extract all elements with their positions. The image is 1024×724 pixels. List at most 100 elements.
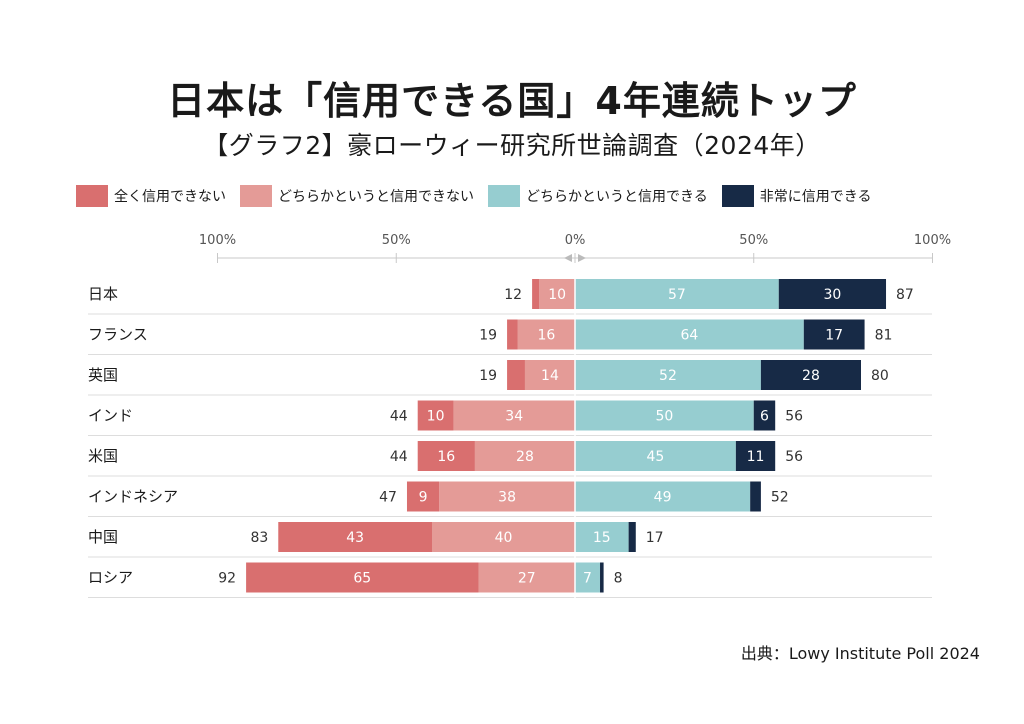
data-label: 45 [647,449,665,465]
bar-not-at-all [507,319,518,350]
negative-total-label: 44 [390,449,408,465]
bar-not-very [539,279,575,309]
bar-not-at-all [246,562,479,593]
data-label: 10 [548,287,566,303]
bar-not-very [478,562,575,593]
data-label: 40 [495,530,513,546]
bar-very [753,400,776,431]
bar-not-at-all [417,441,475,471]
chart-subtitle: 【グラフ2】豪ローウィー研究所世論調査（2024年） [203,131,821,160]
x-tick-label: 0% [565,233,586,248]
bar-not-very [517,319,575,350]
legend-swatch-not-at-all [76,185,108,207]
x-tick-label: 50% [382,233,411,248]
bar-not-very [524,360,575,390]
legend: 全く信用できない どちらかというと信用できない どちらかというと信用できる 非常… [76,184,885,208]
data-label: 28 [516,449,534,465]
data-label: 34 [505,409,523,425]
bar-not-at-all [417,400,454,431]
bar-not-very [432,522,575,552]
legend-label-not-at-all: 全く信用できない [114,189,226,205]
data-label: 16 [537,328,555,344]
right-arrow-icon [578,254,586,262]
data-label: 15 [593,530,611,546]
bar-not-very [453,400,575,431]
data-label: 7 [583,571,592,587]
bar-very [803,319,865,350]
bar-not-at-all [532,279,540,309]
category-label: フランス [88,326,148,344]
bar-not-at-all [278,522,432,552]
category-label: 米国 [88,447,118,465]
data-label: 14 [541,368,559,384]
bar-somewhat [575,319,804,350]
data-label: 10 [427,409,445,425]
x-tick-label: 100% [199,233,236,248]
positive-total-label: 80 [871,368,889,384]
category-label: 中国 [88,528,118,546]
legend-swatch-not-very [240,185,272,207]
data-label: 30 [823,287,841,303]
legend-item-not-very: どちらかというと信用できない [240,185,474,207]
legend-item-very: 非常に信用できる [721,185,872,207]
bar-somewhat [575,522,629,552]
category-label: 英国 [88,366,118,384]
bar-somewhat [575,441,736,471]
negative-total-label: 19 [479,328,497,344]
chart-title: 日本は「信用できる国」4年連続トップ [167,79,857,123]
negative-total-label: 44 [390,409,408,425]
bar-very [600,562,604,593]
positive-total-label: 52 [771,490,789,506]
negative-total-label: 47 [379,490,397,506]
data-label: 9 [419,490,428,506]
legend-swatch-somewhat [488,185,520,207]
positive-total-label: 87 [896,287,914,303]
data-label: 43 [346,530,364,546]
data-label: 64 [680,328,698,344]
data-label: 16 [437,449,455,465]
data-label: 49 [654,490,672,506]
category-label: 日本 [88,285,118,303]
bar-somewhat [575,360,761,390]
bar-very [760,360,861,390]
legend-swatch-very [721,185,754,207]
category-label: インド [88,407,133,425]
bar-not-at-all [507,360,525,390]
legend-item-somewhat: どちらかというと信用できる [488,185,708,207]
legend-label-very: 非常に信用できる [759,189,872,205]
data-label: 52 [659,368,677,384]
left-arrow-icon [564,254,572,262]
data-label: 11 [747,449,765,465]
bar-very [778,279,887,309]
data-label: 38 [498,490,516,506]
data-label: 6 [760,409,769,425]
data-label: 57 [668,287,686,303]
negative-total-label: 83 [250,530,268,546]
data-label: 28 [802,368,820,384]
data-label: 65 [353,571,371,587]
source-note: 出典：Lowy Institute Poll 2024 [740,644,980,663]
negative-total-label: 92 [218,571,236,587]
x-tick-label: 50% [739,233,768,248]
bar-very [735,441,776,471]
bar-not-very [474,441,575,471]
x-tick-label: 100% [914,233,951,248]
data-label: 27 [518,571,536,587]
legend-label-not-very: どちらかというと信用できない [278,189,474,205]
positive-total-label: 56 [785,409,803,425]
bar-not-very [439,481,575,512]
bar-very [750,481,761,512]
positive-total-label: 81 [875,328,893,344]
negative-total-label: 19 [479,368,497,384]
data-label: 17 [825,328,843,344]
bar-very [628,522,636,552]
legend-label-somewhat: どちらかというと信用できる [526,189,708,205]
positive-total-label: 8 [614,571,623,587]
bar-somewhat [575,481,751,512]
category-label: インドネシア [88,488,178,506]
bar-somewhat [575,279,779,309]
category-label: ロシア [88,569,133,587]
bar-somewhat [575,400,754,431]
bar-somewhat [575,562,601,593]
